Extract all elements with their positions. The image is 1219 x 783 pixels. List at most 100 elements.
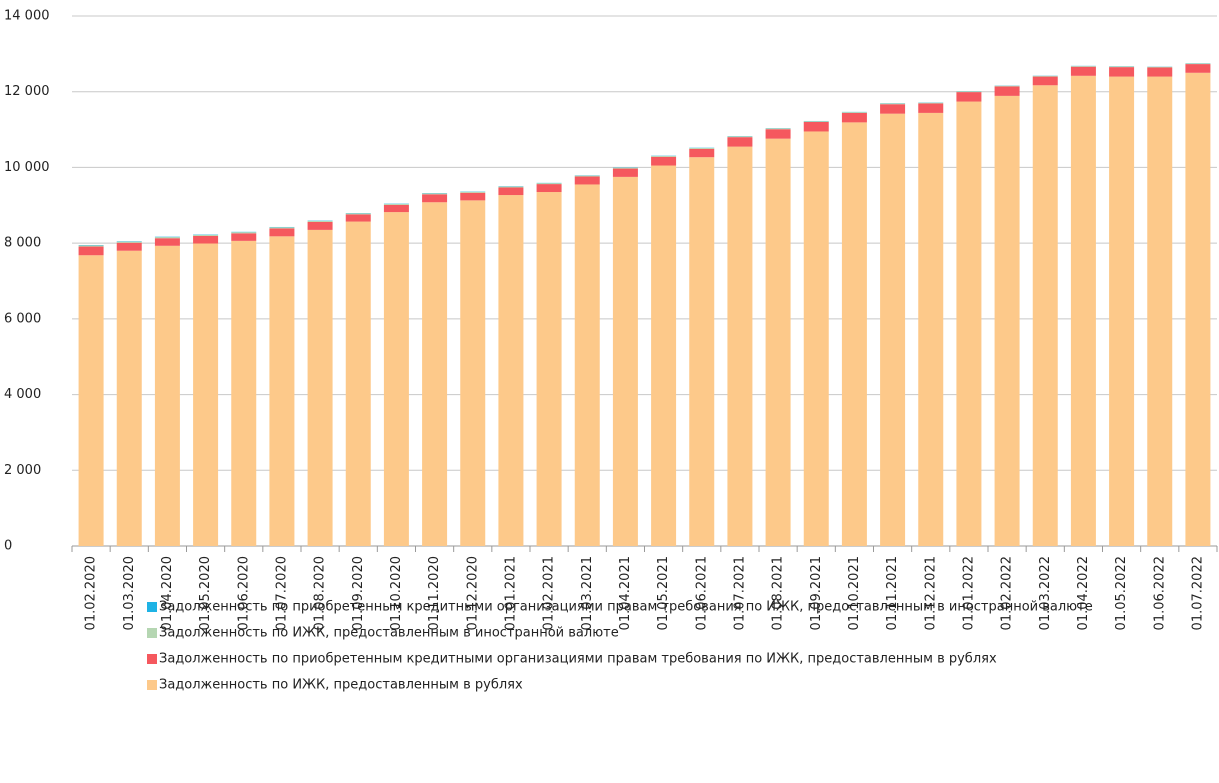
y-tick-label: 2 000 (4, 463, 41, 478)
bar-segment (1109, 66, 1134, 67)
x-tick-label: 01.08.2021 (771, 556, 786, 630)
y-tick-label: 10 000 (4, 160, 50, 175)
x-tick-label: 01.07.2021 (732, 556, 747, 630)
bar-segment (498, 187, 523, 188)
bar-segment (727, 136, 752, 137)
bar-segment (995, 86, 1020, 95)
x-tick-label: 01.01.2022 (961, 556, 976, 630)
bar-segment (498, 187, 523, 195)
bar-segment (613, 169, 638, 177)
bar-segment (918, 113, 943, 546)
bar-segment (117, 243, 142, 251)
bar-segment (689, 149, 714, 157)
x-tick-label: 01.03.2021 (580, 556, 595, 630)
bar-segment (842, 112, 867, 113)
bar-segment (346, 214, 371, 221)
y-tick-label: 4 000 (4, 387, 41, 402)
bar-segment (308, 230, 333, 546)
bar-segment (613, 177, 638, 546)
bar-segment (1185, 73, 1210, 546)
x-tick-label: 01.06.2020 (236, 556, 251, 630)
bar-segment (460, 192, 485, 193)
bar-segment (918, 103, 943, 112)
x-tick-label: 01.05.2021 (656, 556, 671, 630)
bar-segment (956, 92, 981, 101)
legend-swatch (147, 680, 157, 690)
bar-segment (422, 193, 447, 194)
bar-segment (537, 183, 562, 184)
bar-segment (804, 131, 829, 546)
bar-segment (231, 232, 256, 233)
legend-swatch (147, 654, 157, 664)
x-tick-label: 01.05.2020 (198, 556, 213, 630)
bar-segment (308, 221, 333, 222)
x-tick-label: 01.02.2020 (84, 556, 99, 630)
bar-segment (79, 245, 104, 246)
x-tick-label: 01.08.2020 (313, 556, 328, 630)
bar-segment (422, 202, 447, 546)
legend-label: Задолженность по приобретенным кредитным… (159, 652, 997, 667)
bar-segment (193, 235, 218, 236)
legend-label: Задолженность по ИЖК, предоставленным в … (159, 678, 523, 693)
bar-segment (956, 102, 981, 546)
x-tick-label: 01.11.2021 (885, 556, 900, 630)
bar-segment (651, 166, 676, 546)
bar-segment (1033, 76, 1058, 77)
bar-segment (804, 122, 829, 131)
bar-segment (269, 227, 294, 228)
bar-segment (1185, 64, 1210, 73)
bar-segment (651, 157, 676, 166)
bar-segment (1071, 76, 1096, 546)
y-tick-label: 6 000 (4, 311, 41, 326)
x-tick-label: 01.10.2021 (847, 556, 862, 630)
bar-segment (651, 156, 676, 157)
bar-segment (117, 251, 142, 546)
x-tick-label: 01.05.2022 (1114, 556, 1129, 630)
bar-segment (727, 137, 752, 146)
bar-segment (1185, 63, 1210, 64)
y-tick-label: 12 000 (4, 84, 50, 99)
legend-label: Задолженность по приобретенным кредитным… (159, 600, 1093, 615)
bar-segment (193, 236, 218, 244)
x-tick-label: 01.06.2021 (694, 556, 709, 630)
bar-segment (1147, 77, 1172, 546)
bar-segment (231, 233, 256, 241)
bar-segment (155, 246, 180, 546)
y-tick-label: 8 000 (4, 236, 41, 251)
bar-segment (956, 91, 981, 92)
bar-segment (79, 247, 104, 256)
bar-segment (1033, 85, 1058, 546)
bar-segment (575, 184, 600, 546)
bar-segment (155, 237, 180, 238)
bar-segment (1147, 67, 1172, 68)
bar-segment (766, 139, 791, 546)
bar-segment (575, 177, 600, 185)
bar-segment (1071, 66, 1096, 67)
bar-segment (689, 157, 714, 546)
bar-segment (269, 228, 294, 236)
bar-segment (880, 114, 905, 546)
x-tick-label: 01.12.2020 (465, 556, 480, 630)
x-tick-label: 01.09.2021 (809, 556, 824, 630)
bar-segment (498, 195, 523, 546)
x-tick-label: 01.07.2020 (274, 556, 289, 630)
bar-segment (995, 96, 1020, 546)
bar-segment (308, 222, 333, 230)
bar-segment (1071, 67, 1096, 76)
bar-segment (842, 122, 867, 546)
bar-segment (231, 241, 256, 546)
x-tick-label: 01.11.2020 (427, 556, 442, 630)
bar-segment (117, 242, 142, 243)
x-tick-label: 01.12.2021 (923, 556, 938, 630)
legend-swatch (147, 628, 157, 638)
x-tick-label: 01.04.2021 (618, 556, 633, 630)
y-tick-label: 14 000 (4, 9, 50, 24)
y-tick-label: 0 (4, 539, 12, 554)
x-tick-label: 01.03.2022 (1038, 556, 1053, 630)
bar-segment (422, 194, 447, 202)
x-tick-label: 01.06.2022 (1152, 556, 1167, 630)
bar-segment (766, 129, 791, 138)
x-tick-label: 01.04.2020 (160, 556, 175, 630)
bar-segment (727, 147, 752, 546)
